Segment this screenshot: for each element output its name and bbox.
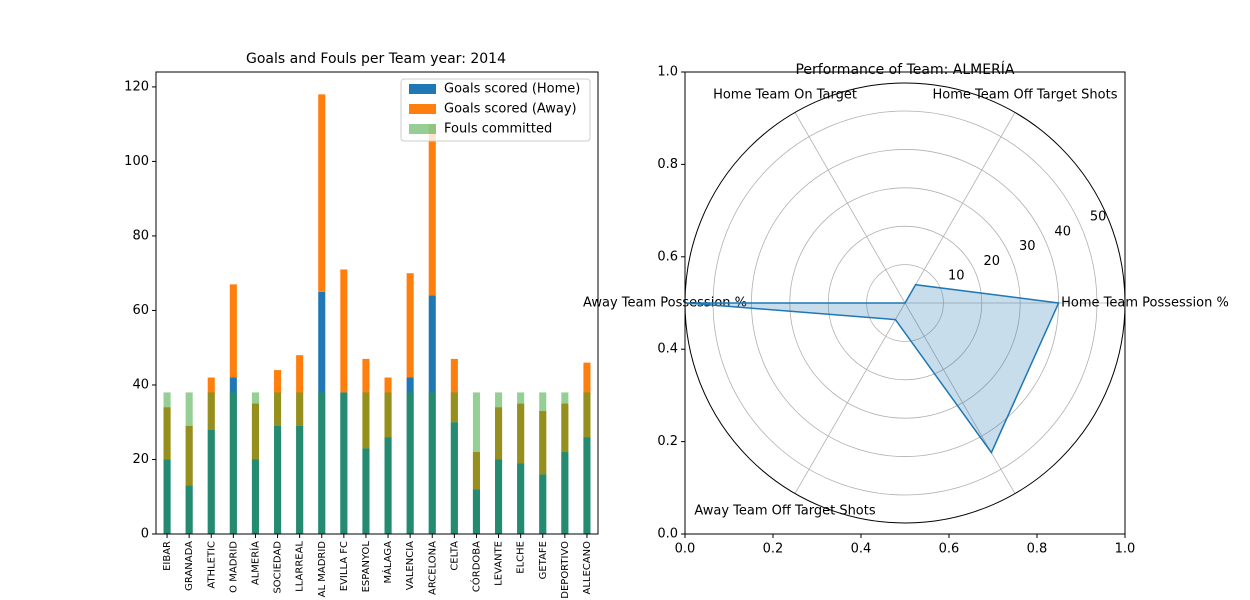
chart-title: Goals and Fouls per Team year: 2014 [246,51,506,67]
legend-box [400,78,591,142]
y-tick-label: 120 [124,79,149,94]
y-tick-label: 40 [132,377,149,392]
bar [384,392,392,534]
bar [163,392,171,534]
bar [296,355,304,426]
x-tick-label: 0.8 [1027,542,1048,557]
radar-area [686,284,1059,453]
bar [296,392,304,534]
spoke [904,112,1016,304]
bar [340,392,348,534]
x-tick-label: 0.2 [763,542,784,557]
bar [274,392,282,534]
x-tick-label: 0.6 [939,542,960,557]
axes-frame [155,71,599,535]
x-tick-label: O MADRID [228,541,239,593]
y-tick-label: 1.0 [657,65,678,80]
bar [185,392,193,534]
y-tick-label: 0.2 [657,434,678,449]
r-tick-label: 30 [1019,239,1036,254]
x-tick-label: ALMERÍA [248,541,261,585]
bar [406,392,414,534]
bar [517,392,525,534]
x-tick-label: GRANADA [184,541,195,591]
x-tick-label: VALENCIA [405,541,416,590]
y-tick-label: 0.0 [657,527,678,542]
y-tick-label: 0.6 [657,249,678,264]
x-tick-label: ARCELONA [427,541,438,595]
r-tick-label: 50 [1090,210,1107,225]
y-tick-label: 0.8 [657,157,678,172]
chart-title: Performance of Team: ALMERÍA [795,61,1014,78]
bar [362,392,370,534]
bar [428,124,436,296]
bar [495,392,503,534]
polar-frame [684,82,1126,524]
x-tick-label: LEVANTE [494,541,505,586]
legend-swatch [409,84,436,94]
x-tick-label: ATHLETIC [206,541,217,589]
bar [539,392,547,534]
x-tick-label: ESPANYOL [361,541,372,593]
bar [340,269,348,393]
y-tick-label: 20 [132,452,149,467]
x-tick-label: LLARREAL [295,541,306,592]
legend-label: Goals scored (Home) [444,82,580,97]
r-tick-label: 20 [983,254,1000,269]
bar [318,94,326,292]
bar [428,392,436,534]
bar [472,392,480,534]
bar [207,392,215,534]
legend-label: Goals scored (Away) [444,102,577,117]
y-tick-label: 60 [132,303,149,318]
x-tick-label: CÓRDOBA [469,541,482,592]
bar [450,358,458,423]
bar [583,392,591,534]
x-tick-label: MÁLAGA [381,541,394,584]
spoke [904,302,1016,494]
category-label: Home Team Off Target Shots [932,88,1117,103]
x-tick-label: 1.0 [1115,542,1136,557]
x-tick-label: EVILLA FC [339,541,350,591]
legend-swatch [409,104,436,114]
bar [450,392,458,534]
r-tick-label: 10 [948,269,965,284]
bar [406,273,414,378]
category-label: Away Team Possession % [583,296,747,311]
legend-label: Fouls committed [444,122,552,137]
category-label: Away Team Off Target Shots [694,503,875,518]
x-tick-label: GETAFE [538,541,549,579]
x-tick-label: DEPORTIVO [560,541,571,599]
x-tick-label: 0.0 [675,542,696,557]
bar [561,392,569,534]
x-tick-label: 0.4 [851,542,872,557]
category-label: Home Team Possession % [1061,296,1229,311]
y-tick-label: 80 [132,228,149,243]
y-tick-label: 0 [141,527,149,542]
bar [229,392,237,534]
spoke [794,112,906,304]
x-tick-label: EIBAR [162,541,173,571]
r-tick-label: 40 [1054,224,1071,239]
y-tick-label: 100 [124,154,149,169]
spoke [794,302,906,494]
x-tick-label: CELTA [449,541,460,571]
y-tick-label: 0.4 [657,342,678,357]
bar [318,392,326,534]
category-label: Home Team On Target [713,88,857,103]
x-tick-label: ELCHE [516,541,527,574]
x-tick-label: ALLECANO [582,541,593,595]
x-tick-label: AL MADRID [317,541,328,598]
x-tick-label: SOCIEDAD [273,541,284,594]
bar [251,392,259,534]
radar-line [686,283,1060,455]
legend-swatch [409,124,436,134]
bar [229,284,237,378]
